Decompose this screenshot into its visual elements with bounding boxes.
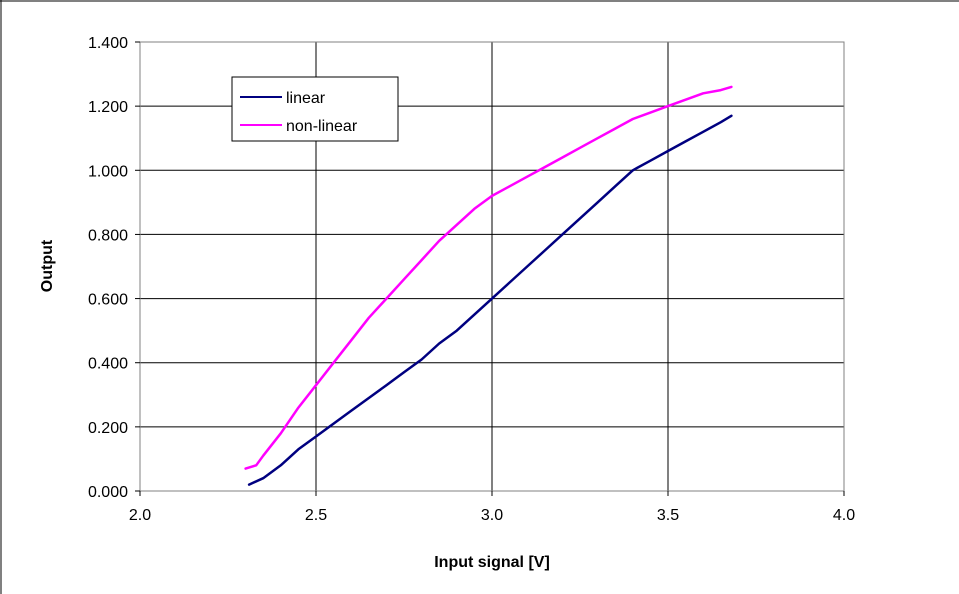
legend-box [231, 76, 399, 142]
y-axis-title: Output [39, 239, 56, 292]
y-tick-label: 1.000 [88, 163, 128, 180]
series-line-linear [247, 114, 733, 486]
y-tick-label: 0.200 [88, 420, 128, 437]
y-tick-label: 0.400 [88, 356, 128, 373]
series-layer [244, 85, 733, 486]
x-axis-ticks: 2.0 2.5 3.0 3.5 4.0 [129, 491, 855, 524]
x-axis-title: Input signal [V] [434, 554, 550, 571]
y-tick-label: 1.400 [88, 35, 128, 52]
x-tick-label: 3.0 [481, 507, 503, 524]
y-tick-label: 0.800 [88, 227, 128, 244]
series-line-non-linear [244, 85, 733, 470]
y-tick-label: 0.600 [88, 292, 128, 309]
x-tick-label: 3.5 [657, 507, 679, 524]
legend-label-non-linear: non-linear [286, 118, 358, 135]
x-tick-label: 4.0 [833, 507, 855, 524]
y-tick-label: 0.000 [88, 484, 128, 501]
legend-label-linear: linear [286, 90, 326, 107]
y-axis-ticks: 0.000 0.200 0.400 0.600 0.800 1.000 1.200 1.400 [88, 35, 140, 501]
legend: linear non-linear [231, 76, 399, 142]
y-tick-label: 1.200 [88, 99, 128, 116]
x-tick-label: 2.0 [129, 507, 151, 524]
x-tick-label: 2.5 [305, 507, 327, 524]
